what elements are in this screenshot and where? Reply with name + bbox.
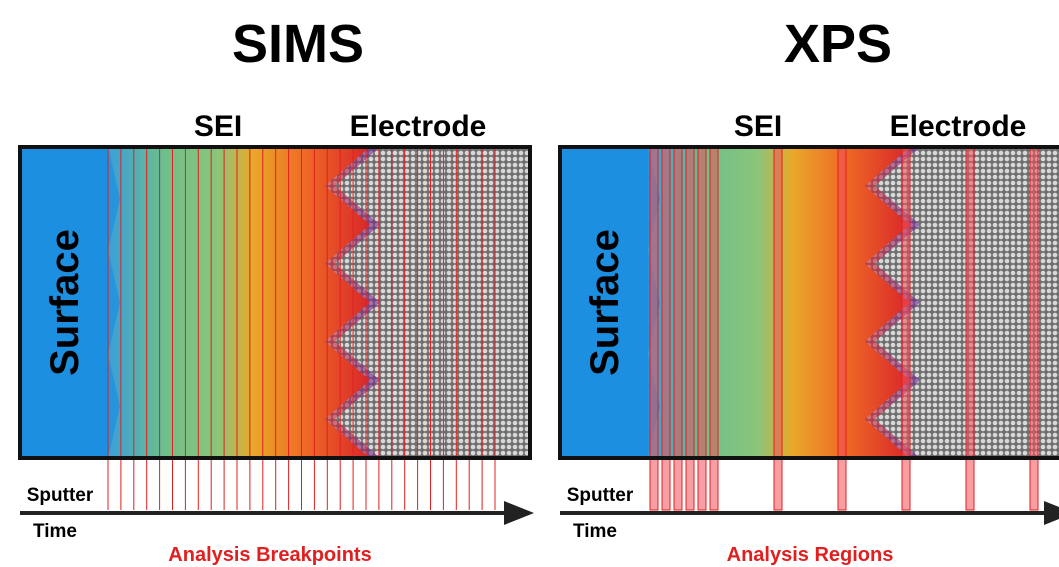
axis-label: Time <box>573 521 617 542</box>
analysis-region <box>686 147 694 510</box>
analysis-region <box>966 147 974 510</box>
analysis-region <box>1030 147 1038 510</box>
panel-title: XPS <box>784 14 892 74</box>
analysis-region <box>710 147 718 510</box>
axis-label: Sputter <box>567 485 634 506</box>
panel-title: SIMS <box>232 14 364 74</box>
analysis-region <box>674 147 682 510</box>
sei-label: SEI <box>194 110 242 143</box>
axis-arrow <box>504 501 534 525</box>
analysis-region <box>838 147 846 510</box>
panel: SIMS SEI Electrode Surface Sputter Time Analys… <box>20 14 534 566</box>
axis-arrow <box>1044 501 1059 525</box>
diagram: SIMS SEI Electrode Surface Sputter Time Analys… <box>0 0 1059 567</box>
panel: XPS SEI Electrode Surface Sputter Time Analysi… <box>560 14 1059 566</box>
analysis-region <box>650 147 658 510</box>
analysis-region <box>698 147 706 510</box>
electrode-label: Electrode <box>890 110 1027 143</box>
surface-edge <box>108 147 120 458</box>
caption: Analysis Breakpoints <box>168 544 371 566</box>
surface-label: Surface <box>583 229 627 376</box>
caption: Analysis Regions <box>727 544 894 566</box>
sei-layer <box>108 147 370 458</box>
surface-label: Surface <box>43 229 87 376</box>
analysis-region <box>902 147 910 510</box>
axis-label: Sputter <box>27 485 94 506</box>
analysis-region <box>774 147 782 510</box>
sei-label: SEI <box>734 110 782 143</box>
analysis-region <box>662 147 670 510</box>
electrode-label: Electrode <box>350 110 487 143</box>
axis-label: Time <box>33 521 77 542</box>
